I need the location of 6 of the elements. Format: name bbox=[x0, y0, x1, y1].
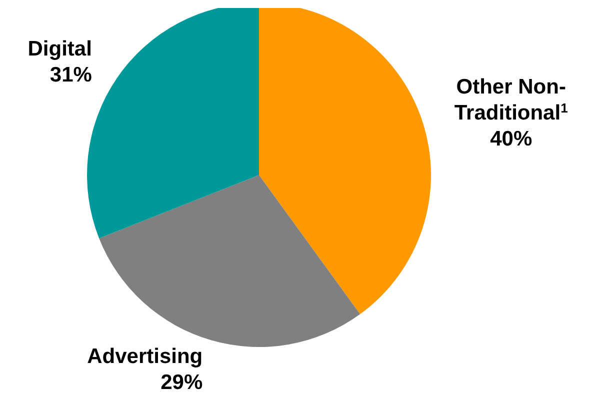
data-label: 29% bbox=[160, 370, 203, 394]
data-label: 31% bbox=[50, 63, 92, 86]
slice-label: Digital bbox=[28, 37, 92, 60]
data-label: 40% bbox=[490, 128, 532, 151]
slice-label: Other Non-Traditional$^{1}$ bbox=[454, 76, 568, 125]
slice-label: Advertising bbox=[87, 344, 203, 368]
